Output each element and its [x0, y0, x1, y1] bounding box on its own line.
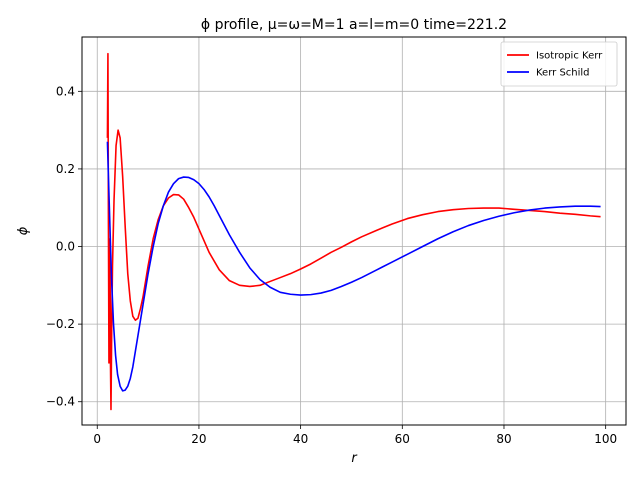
legend-label-0: Isotropic Kerr [536, 51, 603, 62]
axis-ticks: 0 20 40 60 80 100 −0.4 −0.2 0.0 0.2 0.4 [46, 84, 617, 446]
y-tick-label: −0.4 [46, 395, 75, 409]
y-tick-label: 0.4 [56, 84, 75, 98]
legend-label-1: Kerr Schild [536, 68, 590, 79]
legend: Isotropic Kerr Kerr Schild [500, 41, 618, 87]
x-axis-label: r [351, 451, 358, 466]
y-tick-label: 0.0 [56, 240, 75, 254]
x-tick-label: 20 [191, 432, 206, 446]
plot-area [82, 37, 626, 425]
series-line-1 [106, 141, 601, 392]
chart-title: ϕ profile, μ=ω=M=1 a=l=m=0 time=221.2 [201, 17, 507, 33]
x-tick-label: 80 [496, 432, 511, 446]
y-axis-label: ϕ [16, 226, 31, 235]
x-tick-label: 100 [594, 432, 617, 446]
y-tick-label: −0.2 [46, 317, 75, 331]
x-tick-label: 40 [293, 432, 308, 446]
y-tick-label: 0.2 [56, 162, 75, 176]
plot-frame [81, 36, 627, 426]
series-group [106, 52, 601, 411]
x-tick-label: 60 [395, 432, 410, 446]
legend-box [500, 41, 618, 87]
series-line-0 [106, 52, 601, 411]
x-tick-label: 0 [93, 432, 101, 446]
